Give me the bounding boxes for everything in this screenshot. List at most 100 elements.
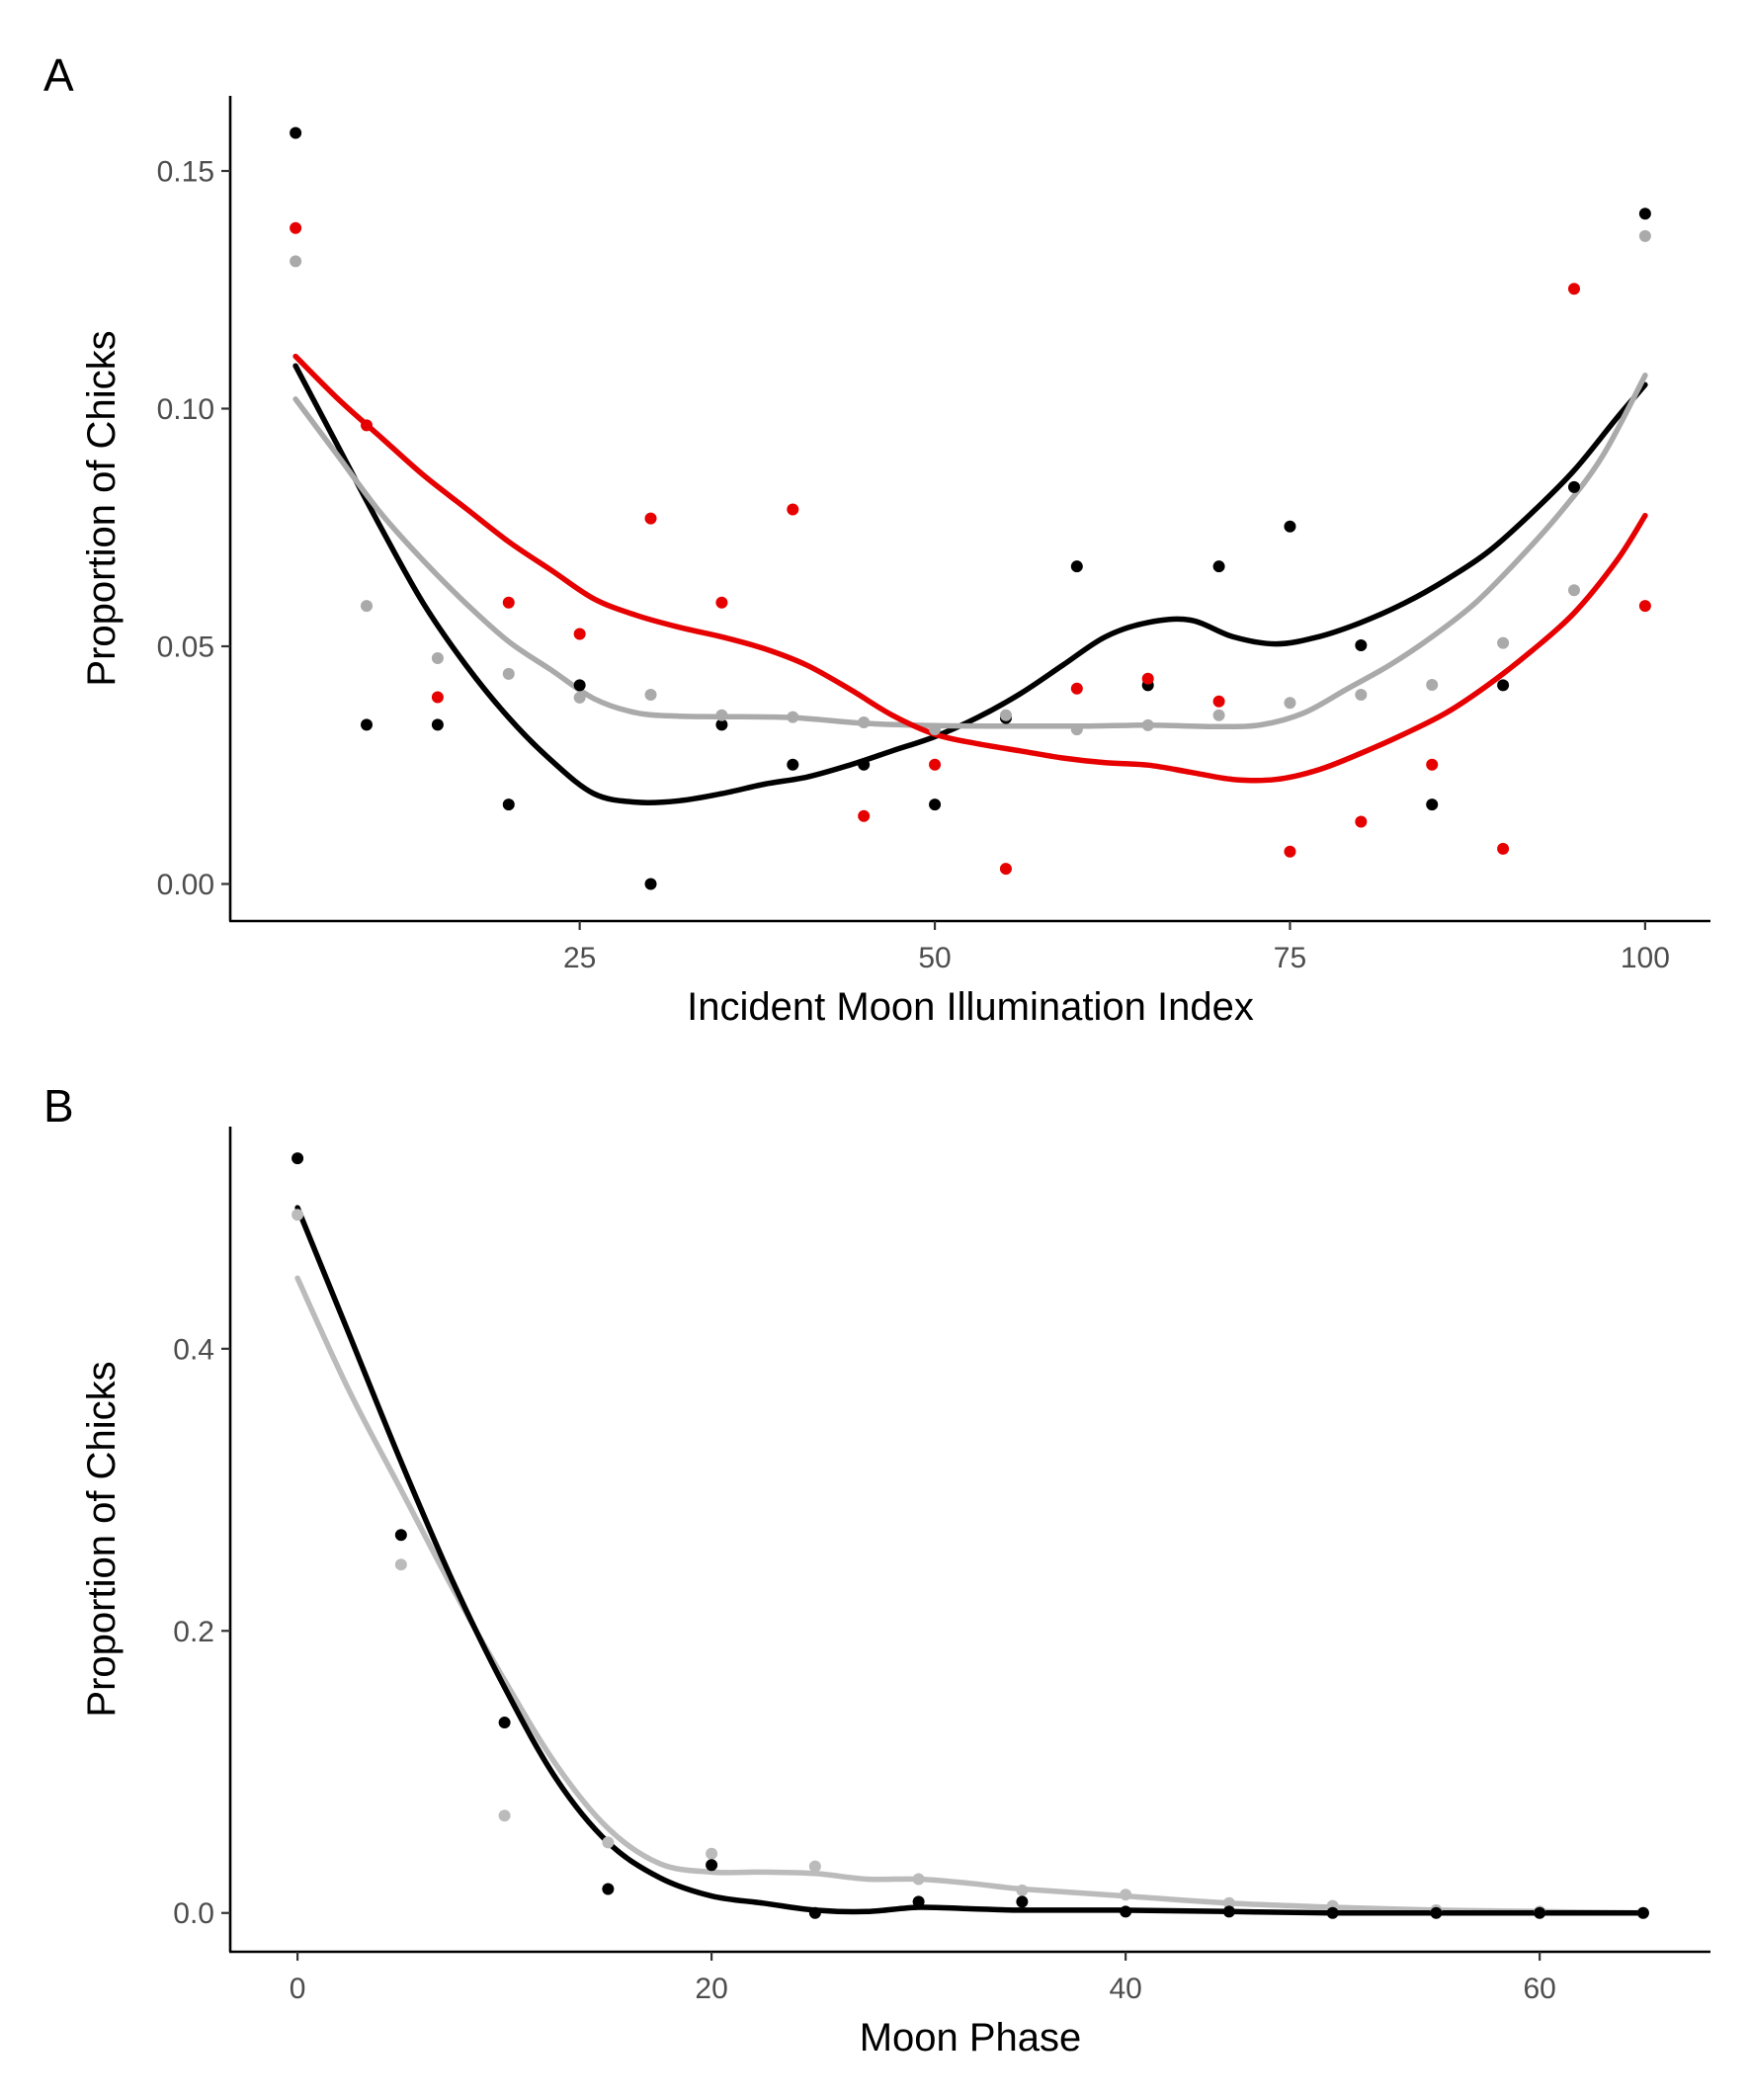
panel-a-point — [502, 798, 515, 811]
panel-a-point — [1141, 672, 1154, 685]
panel-b-point — [498, 1717, 511, 1729]
panel-a-point — [858, 809, 871, 822]
panel-b-point — [912, 1873, 925, 1886]
panel-b-label: B — [43, 1080, 74, 1132]
panel-a-smooth-lines — [292, 353, 1648, 806]
panel-b-point — [1222, 1896, 1235, 1909]
panel-a-point — [1355, 689, 1368, 702]
panel-a-point — [290, 255, 302, 268]
panel-a-point — [1426, 678, 1439, 691]
panel-b-point — [292, 1152, 304, 1165]
panel-b-point — [602, 1883, 615, 1895]
panel-a-point — [1638, 229, 1651, 242]
panel-b-point — [1636, 1906, 1649, 1919]
panel-a-point — [1497, 636, 1510, 649]
panel-a-point — [1638, 208, 1651, 220]
panel-b-point — [292, 1209, 304, 1221]
panel-a-smooth-line-3 — [292, 353, 1648, 784]
panel-a-point — [431, 652, 444, 665]
panel-b-point — [808, 1906, 821, 1919]
panel-a-point — [858, 758, 871, 771]
panel-b: B 0 20 40 60 0.0 0.2 0.4 Moon Phase Proportion… — [43, 1080, 1710, 2059]
panel-b-x-tick-label: 20 — [695, 1973, 727, 2005]
panel-a-point — [929, 758, 942, 771]
panel-a-y-tick-label: 0.00 — [157, 869, 214, 901]
panel-a-point — [290, 221, 302, 234]
panel-b-point — [1120, 1905, 1132, 1918]
panel-a-point — [644, 689, 657, 702]
panel-a-point — [929, 798, 942, 811]
panel-a-point — [431, 691, 444, 704]
panel-a-point — [1567, 283, 1580, 295]
panel-a-point — [715, 596, 728, 609]
panel-a-point — [1638, 600, 1651, 613]
panel-b-point — [1534, 1906, 1546, 1919]
panel-a-y-tick-label: 0.10 — [157, 393, 214, 426]
panel-a-x-tick-label: 75 — [1274, 942, 1306, 974]
panel-a-point — [1355, 815, 1368, 828]
panel-b-point — [706, 1859, 718, 1872]
panel-a-smooth-line-2 — [292, 373, 1648, 730]
panel-b-y-tick-label: 0.2 — [173, 1616, 214, 1648]
panel-a-point — [1212, 709, 1225, 721]
panel-b-smooth-line-2 — [294, 1205, 1646, 1916]
panel-a-point — [290, 126, 302, 139]
panel-a-point — [1426, 798, 1439, 811]
panel-a-point — [715, 718, 728, 731]
panel-b-y-tick-label: 0.4 — [173, 1333, 214, 1366]
panel-a-point — [1284, 697, 1296, 710]
panel-a-point — [1497, 679, 1510, 692]
panel-a-point — [1355, 639, 1368, 652]
panel-a-point — [787, 758, 799, 771]
panel-a-point — [999, 709, 1012, 721]
panel-a: A 25 50 75 100 0.00 0.05 0.10 0.15 Incident Moo… — [43, 49, 1710, 1029]
panel-b-point — [1326, 1906, 1339, 1919]
panel-a-point — [361, 718, 374, 731]
panel-b-point — [912, 1895, 925, 1908]
panel-a-x-title: Incident Moon Illumination Index — [687, 985, 1254, 1029]
panel-a-point — [644, 512, 657, 525]
panel-a-x-tick-label: 50 — [918, 942, 951, 974]
panel-b-point — [1222, 1905, 1235, 1918]
panel-a-smooth-line-1 — [292, 363, 1648, 806]
panel-b-point — [808, 1860, 821, 1873]
panel-a-x-tick-label: 25 — [563, 942, 596, 974]
panel-b-point — [1120, 1889, 1132, 1901]
panel-a-y-title: Proportion of Chicks — [80, 330, 124, 686]
panel-a-point — [929, 723, 942, 736]
panel-a-point — [1497, 842, 1510, 855]
panel-a-point — [1212, 695, 1225, 708]
panel-b-point — [394, 1529, 407, 1542]
panel-a-point — [1567, 584, 1580, 597]
panel-b-x-title: Moon Phase — [860, 2016, 1082, 2059]
panel-a-y-tick-label: 0.05 — [157, 630, 214, 663]
panel-b-points — [292, 1152, 1649, 1919]
panel-a-point — [361, 600, 374, 613]
panel-b-x-tick-label: 40 — [1109, 1973, 1141, 2005]
panel-b-point — [706, 1847, 718, 1860]
panel-b-point — [1430, 1906, 1443, 1919]
panel-a-point — [1070, 560, 1083, 573]
panel-a-point — [1284, 845, 1296, 858]
panel-a-point — [644, 878, 657, 890]
panel-a-point — [1426, 758, 1439, 771]
panel-a-point — [502, 667, 515, 680]
panel-b-point — [498, 1809, 511, 1822]
panel-a-label: A — [43, 49, 74, 101]
panel-a-point — [1567, 480, 1580, 493]
panel-a-x-tick-label: 100 — [1621, 942, 1670, 974]
panel-b-point — [394, 1558, 407, 1571]
panel-b-x-tick-label: 0 — [290, 1973, 306, 2005]
panel-a-point — [1212, 560, 1225, 573]
panel-b-ticks: 0 20 40 60 0.0 0.2 0.4 — [173, 1333, 1556, 2005]
panel-a-point — [787, 711, 799, 723]
panel-a-point — [1284, 520, 1296, 533]
panel-a-ticks: 25 50 75 100 0.00 0.05 0.10 0.15 — [157, 155, 1670, 974]
panel-a-point — [1141, 718, 1154, 731]
panel-a-point — [715, 709, 728, 721]
panel-b-point — [1016, 1884, 1029, 1896]
panel-b-x-tick-label: 60 — [1523, 1973, 1555, 2005]
panel-a-points — [290, 126, 1651, 890]
panel-b-point — [602, 1836, 615, 1849]
